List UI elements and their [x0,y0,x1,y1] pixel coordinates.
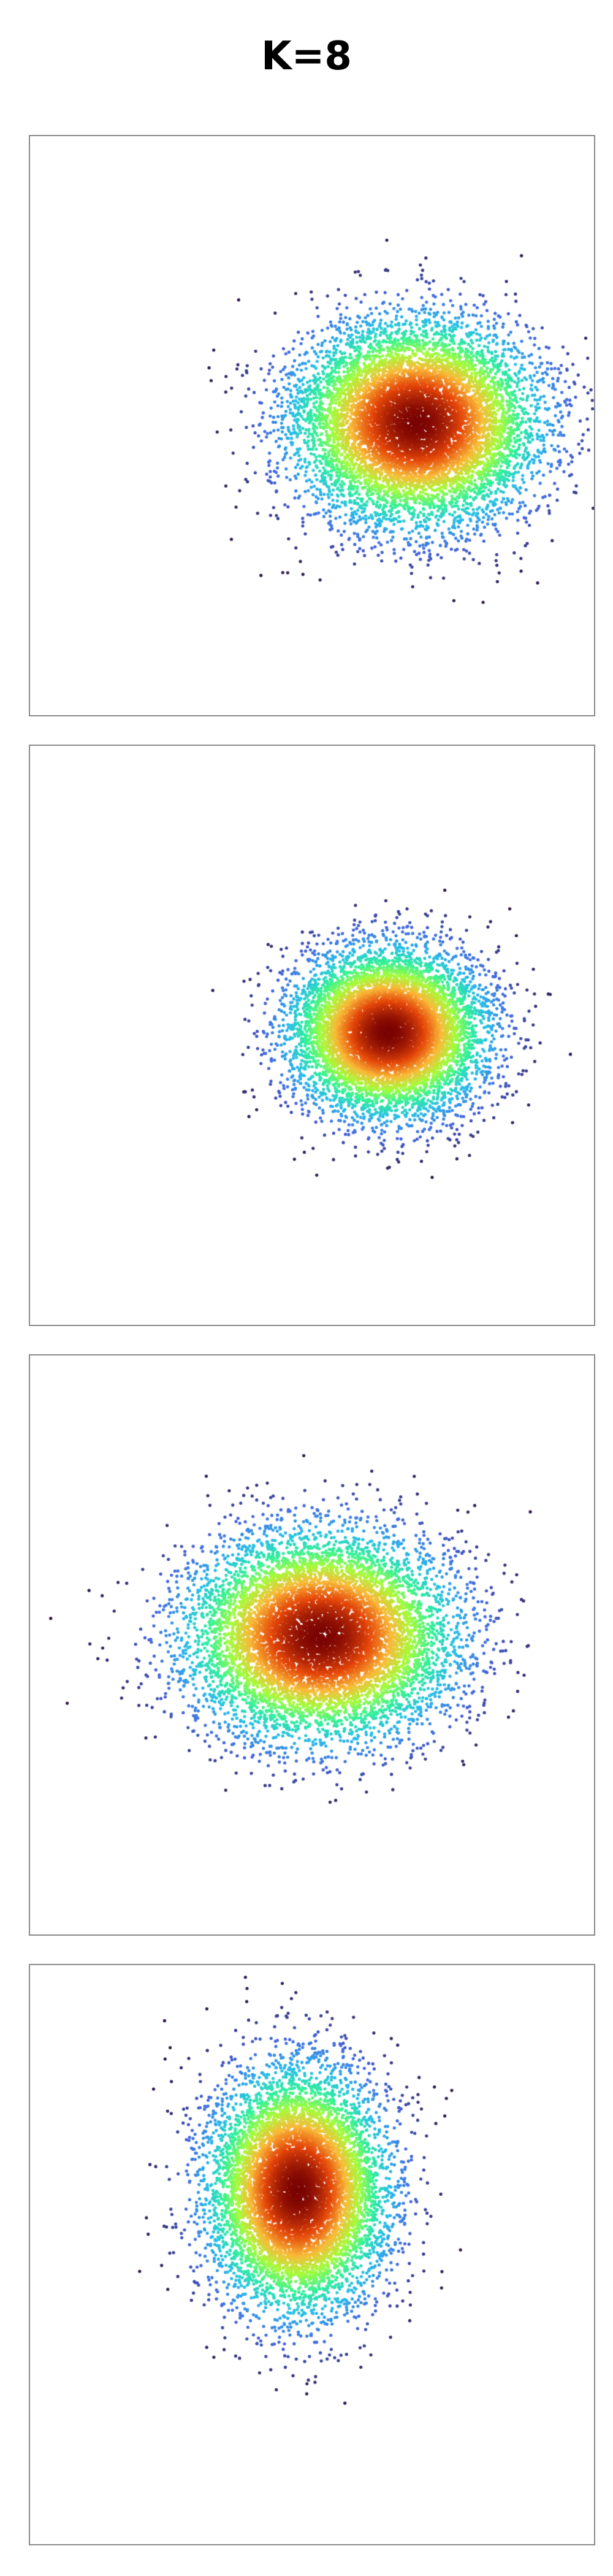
scatter-panel-4 [29,1964,595,2545]
chart-title: K=8 [261,34,352,79]
scatter-panel-3 [29,1354,595,1936]
scatter-panel-1 [29,135,595,716]
scatter-plot-3 [30,1355,594,1934]
scatter-plot-1 [30,136,594,715]
scatter-panel-2 [29,745,595,1326]
scatter-plot-2 [30,746,594,1325]
scatter-plot-4 [30,1965,594,2544]
